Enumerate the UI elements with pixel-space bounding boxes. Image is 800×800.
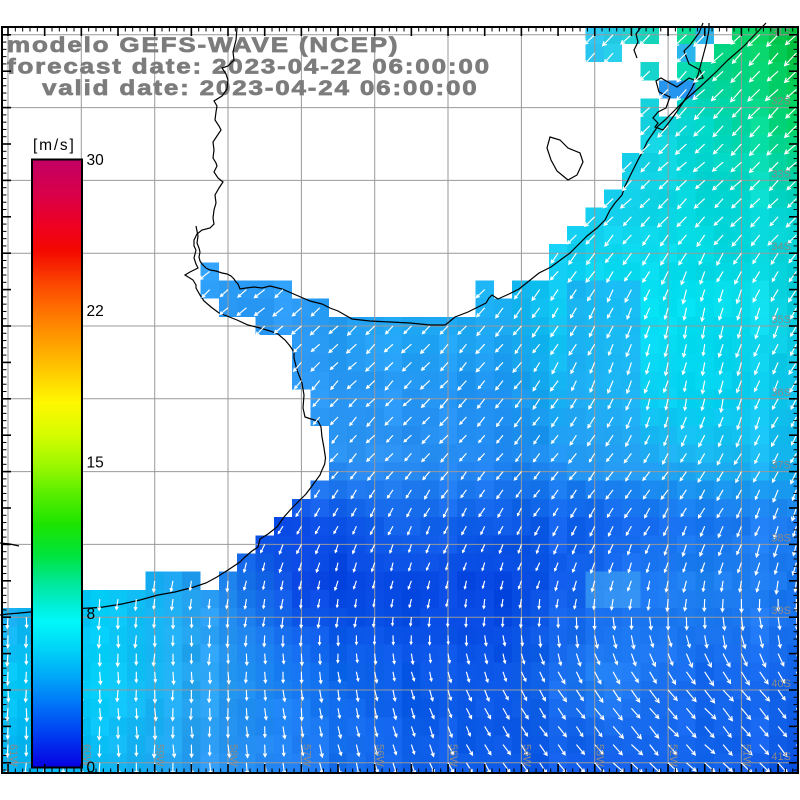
svg-text:60W: 60W <box>80 744 92 767</box>
svg-text:31S: 31S <box>771 27 791 39</box>
svg-text:30: 30 <box>87 152 105 169</box>
svg-text:modelo GEFS-WAVE (NCEP): modelo GEFS-WAVE (NCEP) <box>7 33 399 57</box>
svg-text:34S: 34S <box>771 241 791 253</box>
svg-text:32S: 32S <box>771 96 791 108</box>
svg-text:15: 15 <box>87 455 104 472</box>
svg-text:41S: 41S <box>771 751 791 763</box>
svg-text:51W: 51W <box>740 744 752 767</box>
svg-text:39S: 39S <box>771 605 791 617</box>
svg-text:[m/s]: [m/s] <box>33 137 76 154</box>
svg-text:36S: 36S <box>771 387 791 399</box>
svg-text:52W: 52W <box>667 744 679 767</box>
svg-text:forecast date: 2023-04-22 06:0: forecast date: 2023-04-22 06:00:00 <box>7 55 491 79</box>
svg-text:40S: 40S <box>771 678 791 690</box>
svg-text:8: 8 <box>87 606 96 623</box>
svg-text:22: 22 <box>87 303 104 320</box>
svg-text:54W: 54W <box>520 744 532 767</box>
svg-text:0: 0 <box>87 760 96 777</box>
svg-text:55W: 55W <box>447 744 459 767</box>
svg-text:33S: 33S <box>771 168 791 180</box>
svg-text:58W: 58W <box>227 744 239 767</box>
svg-text:37S: 37S <box>771 460 791 472</box>
svg-text:61W: 61W <box>7 744 19 767</box>
svg-text:56W: 56W <box>374 744 386 767</box>
svg-text:38S: 38S <box>771 532 791 544</box>
svg-text:valid date: 2023-04-24 06:00:0: valid date: 2023-04-24 06:00:00 <box>42 76 479 100</box>
svg-text:53W: 53W <box>594 744 606 767</box>
svg-text:59W: 59W <box>154 744 166 767</box>
svg-text:57W: 57W <box>300 744 312 767</box>
svg-text:35S: 35S <box>771 314 791 326</box>
